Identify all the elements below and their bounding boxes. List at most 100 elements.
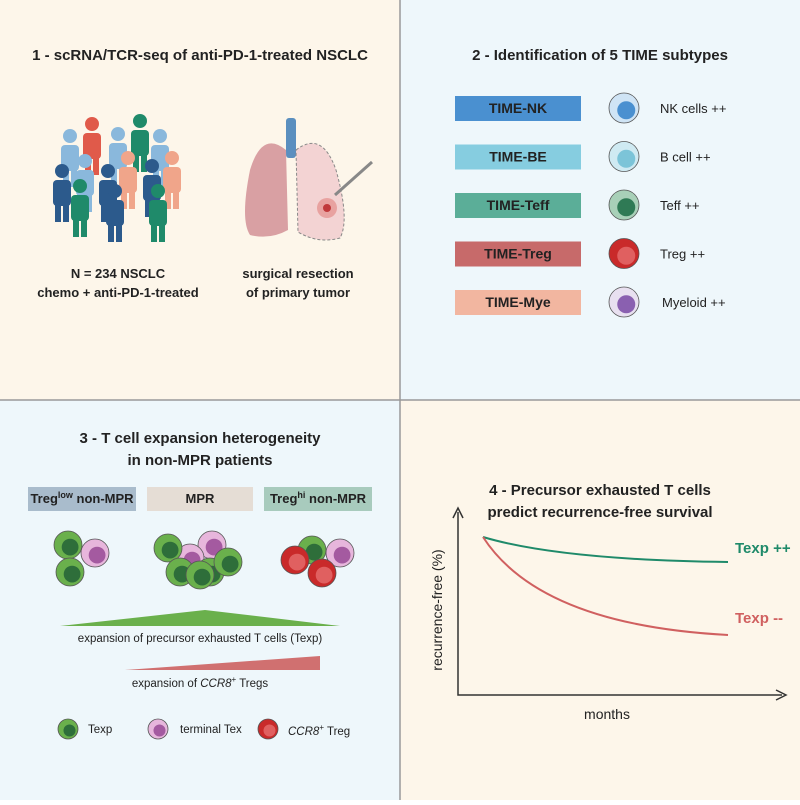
person-head: [153, 129, 167, 143]
person-head: [108, 184, 122, 198]
person-head: [78, 154, 92, 168]
person-leg: [111, 167, 117, 185]
person-leg: [63, 204, 69, 222]
y-axis-label: recurrence-free (%): [429, 549, 445, 670]
group-box: [28, 487, 136, 511]
cell-icon-nucleus: [288, 553, 306, 571]
person-body: [149, 200, 167, 226]
person-head: [85, 117, 99, 131]
person-body: [106, 200, 124, 226]
cell-icon-nucleus: [61, 538, 79, 556]
subtype-label: TIME-BE: [489, 149, 547, 165]
caption: of primary tumor: [246, 285, 350, 300]
cell-label: Teff ++: [660, 198, 700, 213]
person-leg: [73, 219, 79, 237]
person-body: [131, 130, 149, 156]
panel-title: 4 - Precursor exhausted T cells: [489, 482, 711, 499]
group-label: Treghi non-MPR: [270, 490, 367, 506]
subtype-bar: [455, 96, 581, 121]
cell-icon-nucleus: [617, 101, 636, 120]
person-head: [145, 159, 159, 173]
person-leg: [165, 191, 171, 209]
person-leg: [173, 191, 179, 209]
curve-label: Texp --: [735, 610, 783, 627]
person-head: [151, 184, 165, 198]
legend-icon-nucleus: [153, 724, 166, 737]
subtype-bar: [455, 193, 581, 218]
cell-icon-nucleus: [617, 295, 636, 314]
cell-icon-nucleus: [333, 546, 351, 564]
group-label-sup: low: [58, 490, 74, 500]
curve: [482, 536, 729, 636]
label-part: CCR8: [288, 726, 320, 738]
group-label-rest: non-MPR: [73, 491, 134, 506]
curve-label: Texp ++: [735, 540, 791, 557]
person-body: [109, 143, 127, 169]
subtype-label: TIME-Treg: [484, 246, 552, 262]
group-box: [264, 487, 372, 511]
person-leg: [151, 224, 157, 242]
group-label: Treglow non-MPR: [30, 490, 134, 506]
panel-title: 1 - scRNA/TCR-seq of anti-PD-1-treated N…: [32, 47, 368, 64]
person-leg: [55, 204, 61, 222]
legend-icons: [57, 718, 279, 740]
person-head: [111, 127, 125, 141]
cell-icon-nucleus: [63, 565, 81, 583]
panel-title: in non-MPR patients: [128, 452, 273, 469]
person-body: [163, 167, 181, 193]
person-leg: [141, 154, 147, 172]
cell-label: Myeloid ++: [662, 295, 726, 310]
person-head: [73, 179, 87, 193]
person-leg: [71, 169, 77, 187]
person-head: [121, 151, 135, 165]
subtype-bar: [455, 144, 581, 170]
panel-bg: [400, 400, 800, 800]
caption: N = 234 NSCLC: [71, 266, 166, 281]
treg-gradient: [125, 656, 320, 670]
group-label-rest: non-MPR: [305, 491, 366, 506]
x-axis-label: months: [584, 706, 630, 722]
subtype-label: TIME-NK: [489, 100, 547, 116]
person-body: [53, 180, 71, 206]
gradient-label: expansion of CCR8+ Tregs: [132, 675, 269, 690]
texp-gradient: [60, 610, 340, 626]
person-leg: [108, 224, 114, 242]
label-part: Tregs: [236, 678, 268, 690]
curve: [482, 536, 729, 563]
gradient-label: expansion of precursor exhausted T cells…: [78, 633, 323, 645]
cell-icon-nucleus: [205, 538, 223, 556]
person-leg: [81, 219, 87, 237]
panel-title: 2 - Identification of 5 TIME subtypes: [472, 47, 728, 64]
cell-icon-nucleus: [88, 546, 106, 564]
subtype-label: TIME-Teff: [487, 197, 550, 213]
legend-label: CCR8+ Treg: [288, 723, 350, 738]
legend-label: Texp: [88, 724, 112, 736]
label-part: CCR8: [200, 678, 232, 690]
lung-icon: [245, 118, 373, 241]
cell-icon-nucleus: [305, 543, 323, 561]
caption: surgical resection: [242, 266, 353, 281]
person-body: [71, 195, 89, 221]
group-label-base: Treg: [30, 491, 58, 506]
person-leg: [133, 154, 139, 172]
person-body: [119, 167, 137, 193]
group-label: MPR: [186, 491, 216, 506]
person-head: [133, 114, 147, 128]
cell-clusters: [53, 530, 355, 590]
person-head: [63, 129, 77, 143]
cell-label: NK cells ++: [660, 101, 726, 116]
person-leg: [145, 199, 151, 217]
person-leg: [116, 224, 122, 242]
patient-icons: [53, 114, 181, 242]
cell-icon-nucleus: [617, 198, 636, 217]
caption: chemo + anti-PD-1-treated: [37, 285, 199, 300]
cell-icon-nucleus: [221, 555, 239, 573]
person-head: [101, 164, 115, 178]
cell-icon-nucleus: [161, 541, 179, 559]
person-head: [55, 164, 69, 178]
person-leg: [121, 191, 127, 209]
person-leg: [129, 191, 135, 209]
person-body: [83, 133, 101, 159]
group-box: [147, 487, 253, 511]
